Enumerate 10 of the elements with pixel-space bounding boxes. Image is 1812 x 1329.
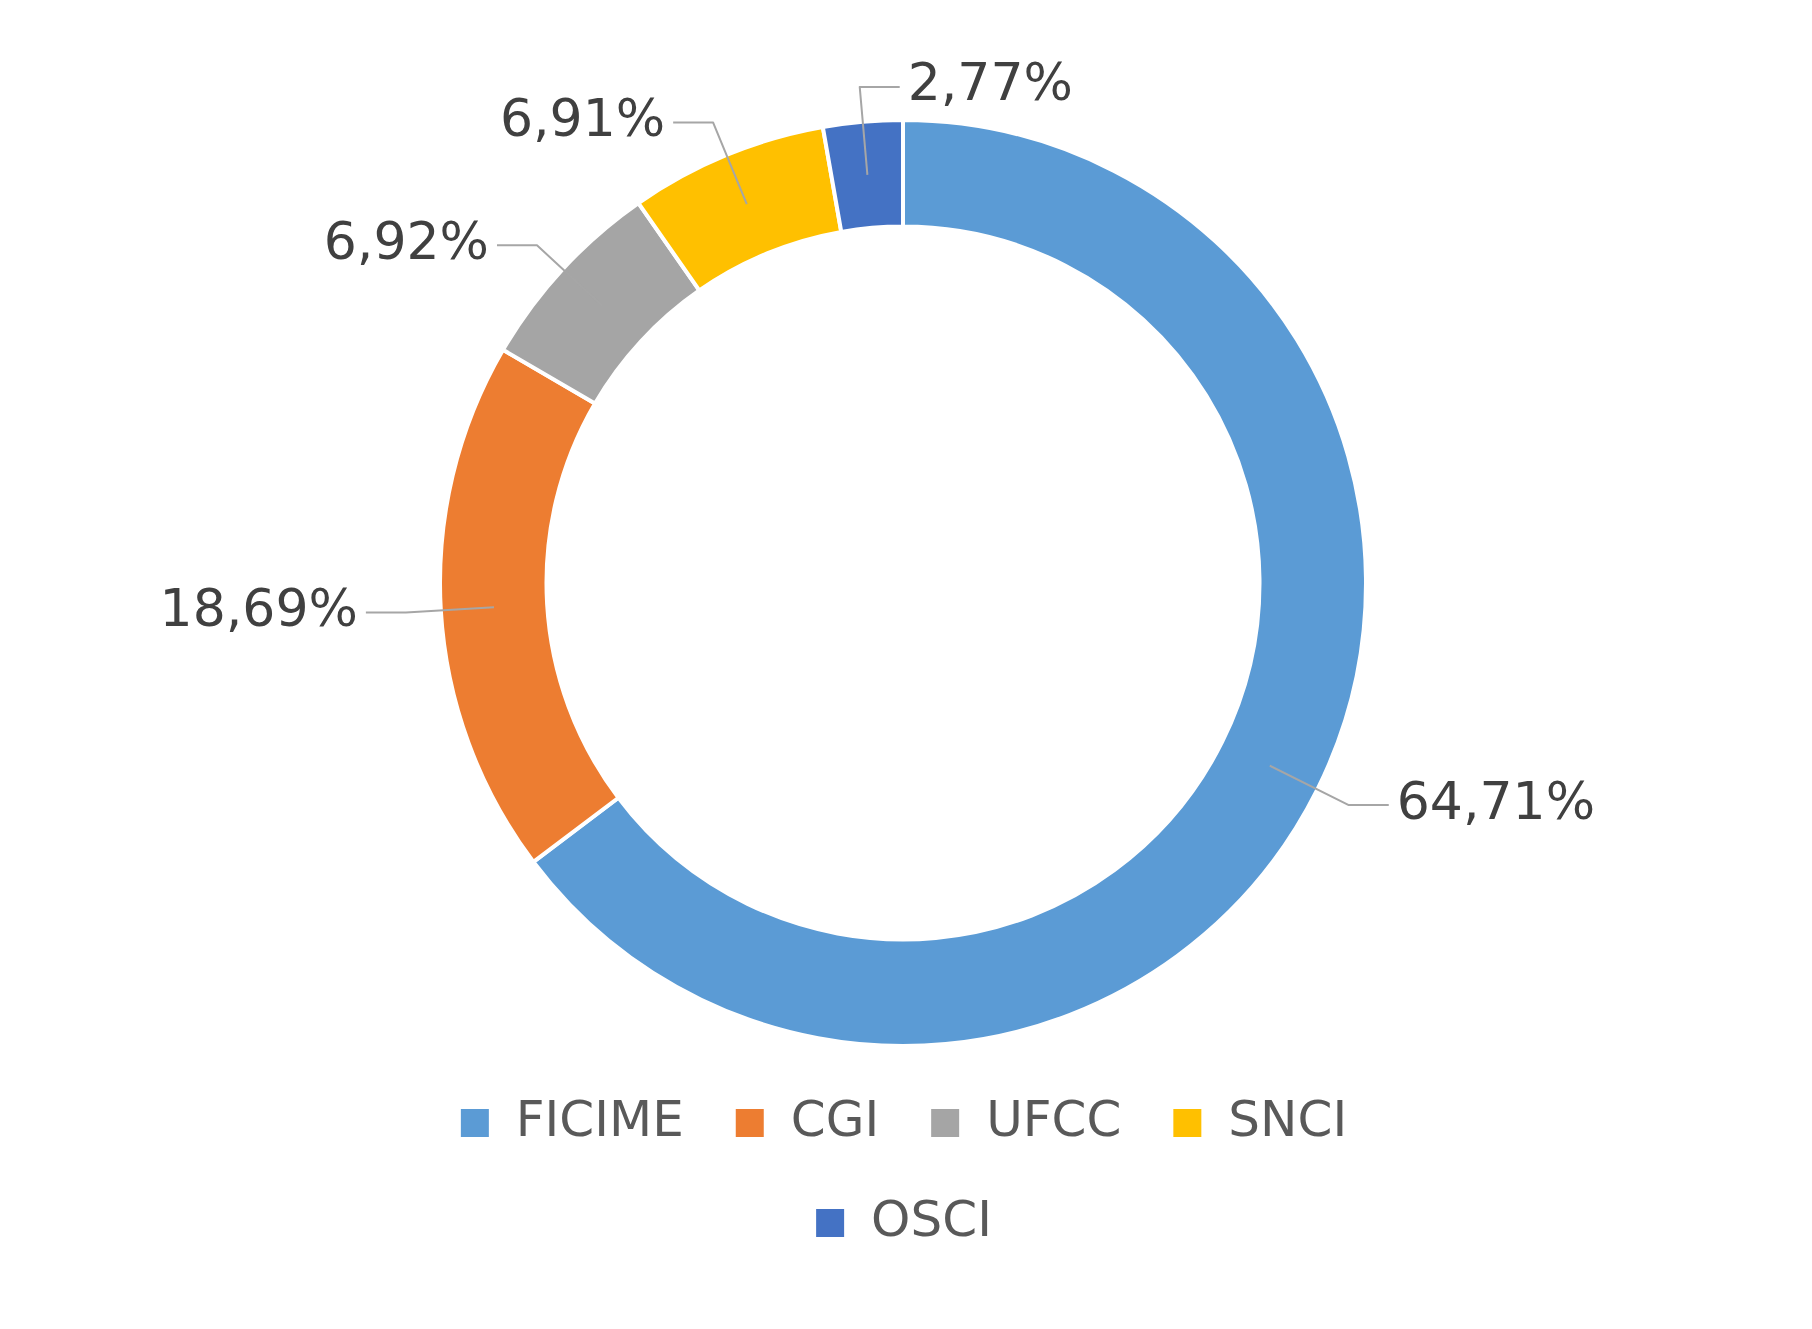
legend-label: UFCC xyxy=(986,1089,1122,1148)
data-label: 18,69% xyxy=(159,578,358,639)
legend-label: FICIME xyxy=(515,1089,684,1148)
data-label: 6,92% xyxy=(323,210,489,271)
legend-label: OSCI xyxy=(871,1189,992,1248)
data-label: 6,91% xyxy=(499,88,666,149)
legend-label: CGI xyxy=(790,1089,880,1148)
data-label: 2,77% xyxy=(907,52,1073,113)
data-label: 64,71% xyxy=(1396,770,1596,831)
legend-label: SNCI xyxy=(1228,1089,1348,1148)
